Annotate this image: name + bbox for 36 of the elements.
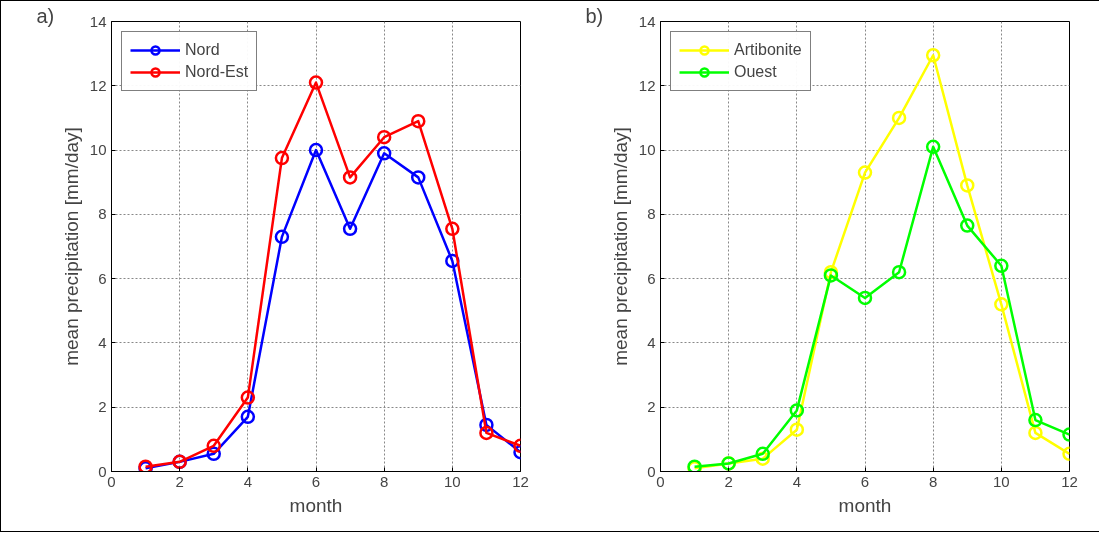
x-tick-label: 10 bbox=[443, 472, 461, 490]
y-tick-label: 2 bbox=[98, 398, 107, 416]
y-tick-label: 8 bbox=[98, 205, 107, 223]
y-axis-title: mean precipitation [mm/day] bbox=[609, 127, 631, 366]
y-tick-label: 10 bbox=[638, 141, 656, 159]
y-tick-label: 14 bbox=[638, 12, 656, 30]
x-axis-title: month bbox=[289, 494, 343, 516]
x-axis-title: month bbox=[838, 494, 892, 516]
y-tick-label: 12 bbox=[89, 76, 107, 94]
y-tick-label: 10 bbox=[89, 141, 107, 159]
y-tick-label: 4 bbox=[98, 333, 107, 351]
x-tick-label: 6 bbox=[311, 472, 321, 490]
x-tick-label: 12 bbox=[1061, 472, 1078, 490]
x-tick-label: 4 bbox=[792, 472, 802, 490]
legend-label: Nord-Est bbox=[185, 63, 249, 81]
legend-label: Nord bbox=[185, 41, 220, 59]
y-tick-label: 12 bbox=[638, 76, 656, 94]
x-tick-label: 2 bbox=[724, 472, 733, 490]
y-tick-label: 8 bbox=[647, 205, 656, 223]
x-tick-label: 8 bbox=[380, 472, 389, 490]
y-tick-label: 4 bbox=[647, 333, 656, 351]
legend-label: Ouest bbox=[734, 63, 777, 81]
y-tick-label: 6 bbox=[647, 269, 656, 287]
x-tick-label: 6 bbox=[860, 472, 870, 490]
y-tick-label: 14 bbox=[89, 12, 107, 30]
text: a) bbox=[36, 4, 55, 27]
x-tick-label: 2 bbox=[175, 472, 184, 490]
legend-label: Artibonite bbox=[734, 41, 802, 59]
y-axis-title: mean precipitation [mm/day] bbox=[60, 127, 82, 366]
x-tick-label: 8 bbox=[929, 472, 938, 490]
x-tick-label: 4 bbox=[243, 472, 253, 490]
x-tick-label: 10 bbox=[992, 472, 1010, 490]
y-tick-label: 6 bbox=[98, 269, 107, 287]
x-tick-label: 12 bbox=[512, 472, 529, 490]
y-tick-label: 2 bbox=[647, 398, 656, 416]
text: b) bbox=[585, 4, 604, 27]
